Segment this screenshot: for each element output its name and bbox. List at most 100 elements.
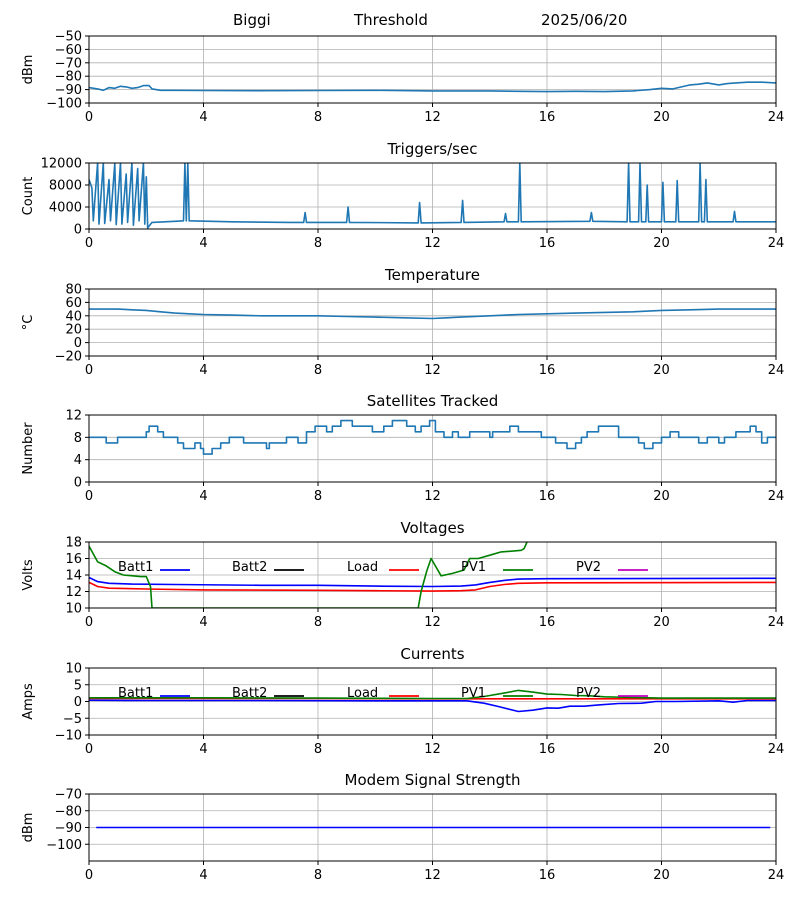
header-station: Biggi <box>233 11 271 29</box>
y-tick-label: 8000 <box>49 179 82 194</box>
x-tick-label: 0 <box>85 742 93 757</box>
series-line-pv1 <box>89 689 776 700</box>
x-tick-label: 20 <box>653 489 670 504</box>
x-tick-label: 20 <box>653 236 670 251</box>
y-tick-label: 80 <box>65 283 82 298</box>
x-tick-label: 0 <box>85 363 93 378</box>
x-tick-label: 8 <box>314 489 322 504</box>
y-tick-label: 0 <box>74 223 82 238</box>
legend-label-pv1: PV1 <box>461 560 486 575</box>
x-tick-label: 8 <box>314 363 322 378</box>
y-tick-label: −10 <box>55 729 82 744</box>
y-tick-label: 40 <box>65 309 82 324</box>
x-tick-label: 24 <box>768 236 785 251</box>
legend-label-batt1: Batt1 <box>118 686 153 701</box>
series-line-load <box>89 581 776 592</box>
y-tick-label: −5 <box>63 712 82 727</box>
chart-title: Voltages <box>400 519 464 537</box>
series-line-pv1 <box>89 542 528 608</box>
chart-title: Modem Signal Strength <box>345 771 521 789</box>
x-tick-label: 4 <box>199 615 207 630</box>
series-line-0 <box>89 419 776 455</box>
y-tick-label: 18 <box>65 536 82 551</box>
y-axis-label: Amps <box>21 683 36 720</box>
x-tick-label: 8 <box>314 236 322 251</box>
x-tick-label: 8 <box>314 615 322 630</box>
y-tick-label: −50 <box>55 30 82 45</box>
y-axis-label: Volts <box>21 559 36 591</box>
x-tick-label: 16 <box>539 615 556 630</box>
x-tick-label: 8 <box>314 742 322 757</box>
x-tick-label: 16 <box>539 236 556 251</box>
x-tick-label: 20 <box>653 363 670 378</box>
x-tick-label: 12 <box>424 742 441 757</box>
x-tick-label: 12 <box>424 868 441 883</box>
series-line-0 <box>89 81 776 93</box>
x-tick-label: 20 <box>653 868 670 883</box>
x-tick-label: 12 <box>424 615 441 630</box>
y-tick-label: −100 <box>46 97 82 112</box>
y-tick-label: 12 <box>65 409 82 424</box>
x-tick-label: 16 <box>539 110 556 125</box>
y-tick-label: 12000 <box>41 157 82 172</box>
y-axis-label: dBm <box>21 813 36 843</box>
chart-title: Satellites Tracked <box>367 392 498 410</box>
x-tick-label: 20 <box>653 742 670 757</box>
x-tick-label: 12 <box>424 236 441 251</box>
y-tick-label: −80 <box>55 70 82 85</box>
x-tick-label: 0 <box>85 489 93 504</box>
y-tick-label: 12 <box>65 585 82 600</box>
series-line-batt1 <box>89 576 776 588</box>
legend-label-batt2: Batt2 <box>232 560 267 575</box>
y-tick-label: 4000 <box>49 201 82 216</box>
x-tick-label: 4 <box>199 110 207 125</box>
header-mode: Threshold <box>354 11 428 29</box>
y-tick-label: −100 <box>46 838 82 853</box>
chart-title: Currents <box>400 645 464 663</box>
y-axis-label: °C <box>21 315 36 331</box>
x-tick-label: 8 <box>314 110 322 125</box>
y-tick-label: 10 <box>65 662 82 677</box>
series-line-0 <box>89 308 776 320</box>
x-tick-label: 24 <box>768 868 785 883</box>
y-tick-label: 16 <box>65 552 82 567</box>
y-tick-label: 8 <box>74 431 82 446</box>
x-tick-label: 0 <box>85 615 93 630</box>
y-tick-label: 0 <box>74 336 82 351</box>
y-tick-label: 5 <box>74 678 82 693</box>
x-tick-label: 4 <box>199 868 207 883</box>
legend-label-batt1: Batt1 <box>118 560 153 575</box>
series-line-0 <box>89 163 776 229</box>
x-tick-label: 16 <box>539 868 556 883</box>
y-tick-label: −60 <box>55 43 82 58</box>
y-tick-label: −80 <box>55 804 82 819</box>
x-tick-label: 12 <box>424 489 441 504</box>
y-tick-label: −70 <box>55 788 82 803</box>
x-tick-label: 0 <box>85 236 93 251</box>
y-tick-label: 4 <box>74 453 82 468</box>
legend-label-pv2: PV2 <box>576 560 601 575</box>
y-axis-label: dBm <box>21 55 36 85</box>
y-tick-label: 0 <box>74 695 82 710</box>
legend-label-load: Load <box>347 686 378 701</box>
x-tick-label: 16 <box>539 742 556 757</box>
y-tick-label: 60 <box>65 296 82 311</box>
chart-title: Triggers/sec <box>387 140 478 158</box>
x-tick-label: 20 <box>653 110 670 125</box>
x-tick-label: 12 <box>424 363 441 378</box>
header-date: 2025/06/20 <box>541 11 628 29</box>
y-tick-label: 10 <box>65 602 82 617</box>
chart-title: Temperature <box>384 266 480 284</box>
x-tick-label: 24 <box>768 363 785 378</box>
y-axis-label: Count <box>21 177 36 216</box>
legend-label-pv1: PV1 <box>461 686 486 701</box>
x-tick-label: 24 <box>768 742 785 757</box>
x-tick-label: 8 <box>314 868 322 883</box>
x-tick-label: 20 <box>653 615 670 630</box>
y-tick-label: 14 <box>65 569 82 584</box>
y-axis-label: Number <box>21 422 36 475</box>
y-tick-label: −20 <box>55 350 82 365</box>
x-tick-label: 4 <box>199 489 207 504</box>
